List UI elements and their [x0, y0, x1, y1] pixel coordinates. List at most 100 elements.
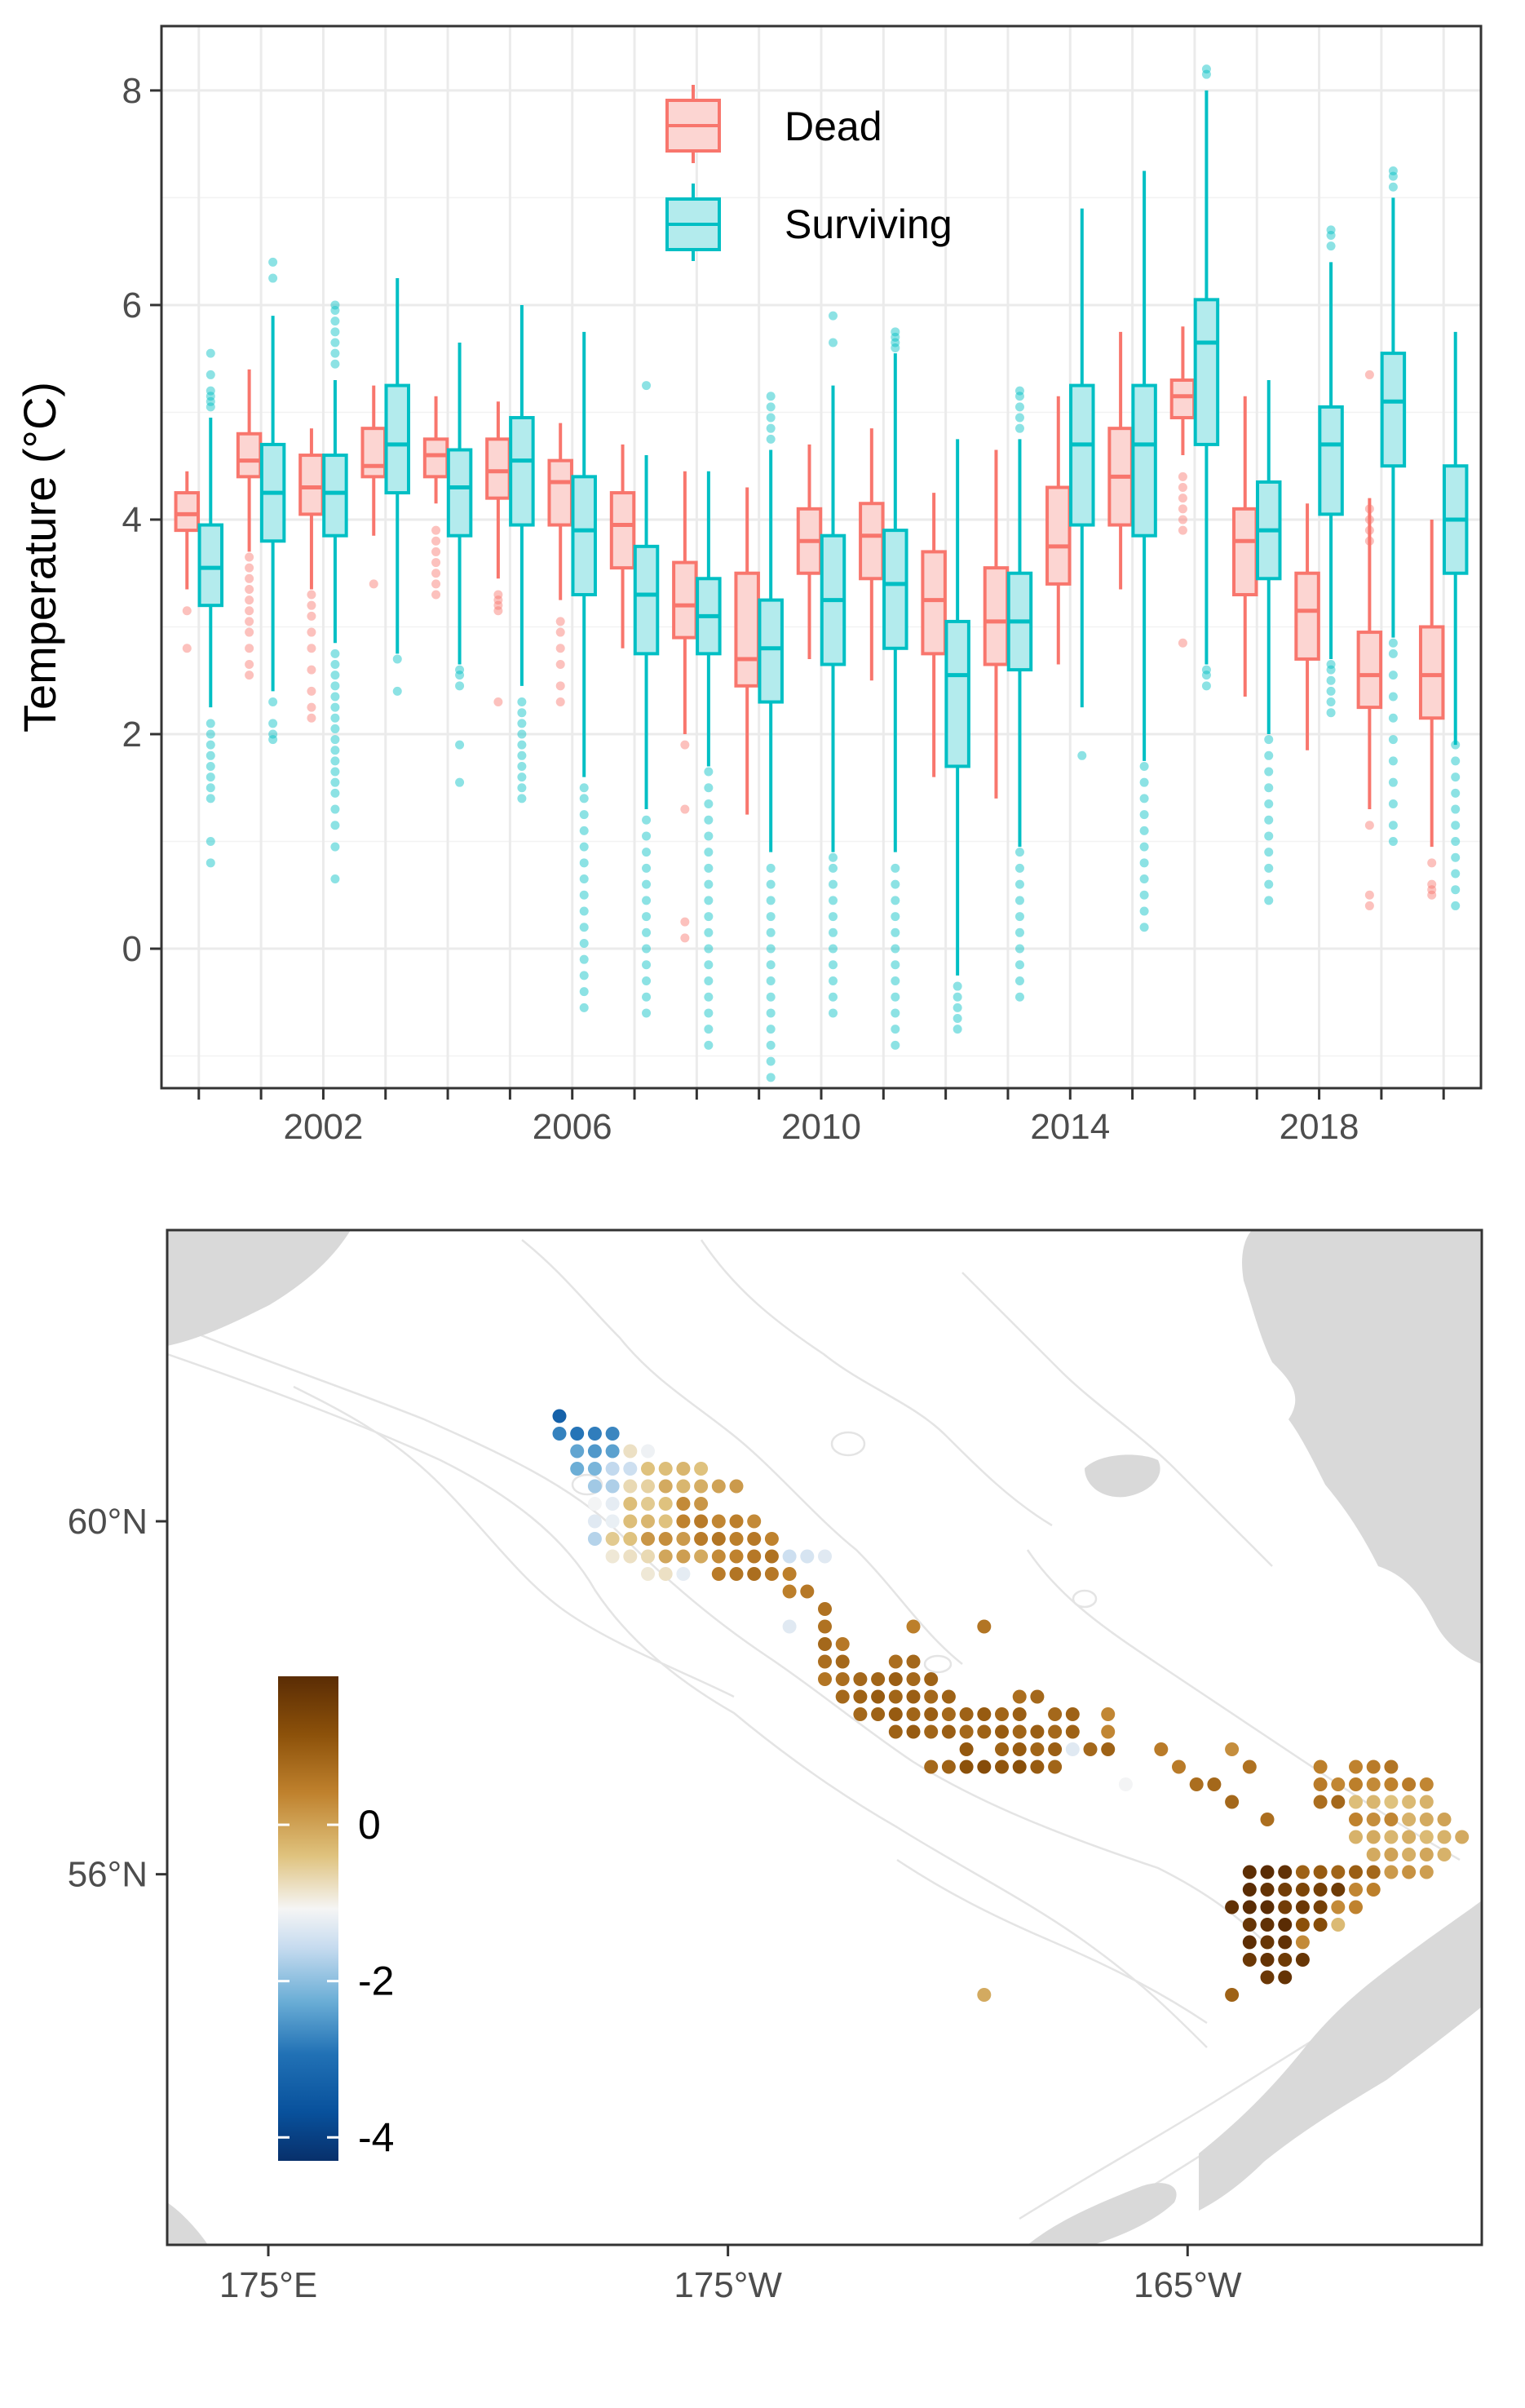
outlier-point — [307, 627, 316, 637]
station-dot — [1366, 1865, 1381, 1879]
box-iqr — [174, 491, 201, 533]
station-dot — [1331, 1795, 1346, 1809]
outlier-point — [1388, 692, 1398, 702]
box-iqr — [1418, 625, 1445, 720]
station-dot — [1366, 1760, 1381, 1774]
station-dot — [853, 1689, 868, 1704]
station-dot — [1295, 1865, 1310, 1879]
outlier-point — [829, 311, 838, 321]
outlier-point — [268, 257, 278, 267]
land-corner — [167, 2202, 208, 2245]
outlier-point — [245, 573, 254, 583]
outlier-point — [206, 370, 215, 379]
outlier-point — [245, 606, 254, 616]
land-aleutian-islands — [1028, 2183, 1177, 2245]
outlier-point — [517, 708, 527, 718]
outlier-point — [766, 402, 776, 412]
outlier-point — [455, 740, 465, 750]
outlier-point — [431, 558, 441, 568]
outlier-point — [766, 413, 776, 423]
outlier-point — [206, 392, 215, 401]
outlier-point — [1326, 686, 1336, 696]
station-dot — [641, 1549, 655, 1564]
station-dot — [906, 1654, 921, 1669]
outlier-point — [330, 660, 340, 670]
outlier-point — [1388, 638, 1398, 648]
station-dot — [959, 1760, 974, 1774]
outlier-point — [1451, 788, 1461, 798]
station-dot — [729, 1532, 744, 1546]
outlier-point — [891, 327, 900, 337]
outlier-point — [307, 713, 316, 723]
station-dot — [835, 1637, 850, 1651]
station-dot — [1295, 1918, 1310, 1932]
station-dot — [641, 1462, 655, 1476]
outlier-point — [1427, 885, 1437, 895]
station-dot — [747, 1532, 762, 1546]
outlier-point — [431, 525, 441, 535]
box-surviving-2019 — [1380, 166, 1407, 847]
station-dot — [1349, 1813, 1363, 1826]
outlier-point — [829, 1008, 838, 1018]
box-surviving-2012 — [944, 439, 970, 1034]
x-tick-label: 2018 — [1280, 1107, 1359, 1147]
station-dot — [853, 1707, 868, 1721]
station-dot — [1313, 1865, 1328, 1879]
outlier-point — [642, 992, 652, 1002]
station-dot — [641, 1444, 655, 1459]
outlier-point — [579, 923, 589, 932]
station-dot — [818, 1549, 832, 1564]
station-dot — [1384, 1795, 1399, 1809]
outlier-point — [455, 671, 465, 680]
station-dot — [782, 1584, 797, 1599]
outlier-point — [642, 1008, 652, 1018]
outlier-point — [680, 804, 690, 814]
outlier-point — [206, 402, 215, 412]
station-dot — [1366, 1777, 1381, 1791]
outlier-point — [307, 611, 316, 621]
box-surviving-2006 — [571, 331, 597, 1012]
outlier-point — [1014, 423, 1024, 433]
station-dot — [1101, 1707, 1116, 1721]
colorbar: 0 -2 -4 — [278, 1676, 394, 2161]
box-iqr — [859, 502, 885, 581]
station-dot — [1278, 1918, 1293, 1932]
station-dot — [1030, 1742, 1045, 1756]
outlier-point — [766, 960, 776, 970]
outlier-point — [1139, 890, 1149, 900]
outlier-point — [1451, 837, 1461, 847]
station-dot — [570, 1444, 585, 1459]
box-surviving-2018 — [1318, 225, 1344, 718]
box-iqr — [360, 427, 387, 479]
station-dot — [1101, 1724, 1116, 1739]
outlier-point — [268, 719, 278, 728]
station-dot — [906, 1707, 921, 1721]
station-dot — [1278, 1970, 1293, 1985]
station-dot — [1331, 1865, 1346, 1879]
station-dot — [1048, 1742, 1063, 1756]
outlier-point — [1427, 890, 1437, 900]
station-dot — [747, 1567, 762, 1581]
station-dot — [729, 1514, 744, 1529]
station-dot — [1278, 1883, 1293, 1897]
temperature-anomaly-dots — [552, 1409, 1470, 2002]
station-dot — [782, 1549, 797, 1564]
box-surviving-2011 — [882, 327, 908, 1050]
outlier-point — [642, 896, 652, 905]
box-dead-2020 — [1418, 519, 1445, 900]
station-dot — [818, 1619, 832, 1634]
outlier-point — [330, 746, 340, 755]
outlier-point — [766, 392, 776, 401]
legend-key-dead — [665, 85, 721, 163]
box-iqr — [1169, 378, 1196, 420]
station-dot — [605, 1444, 620, 1459]
outlier-point — [1014, 848, 1024, 857]
box-iqr — [571, 475, 597, 597]
station-dot — [1384, 1865, 1399, 1879]
outlier-point — [891, 1025, 900, 1034]
outlier-point — [307, 590, 316, 600]
station-dot — [959, 1742, 974, 1756]
box-dead-2008 — [672, 471, 698, 943]
outlier-point — [704, 1008, 714, 1018]
outlier-point — [1014, 386, 1024, 396]
